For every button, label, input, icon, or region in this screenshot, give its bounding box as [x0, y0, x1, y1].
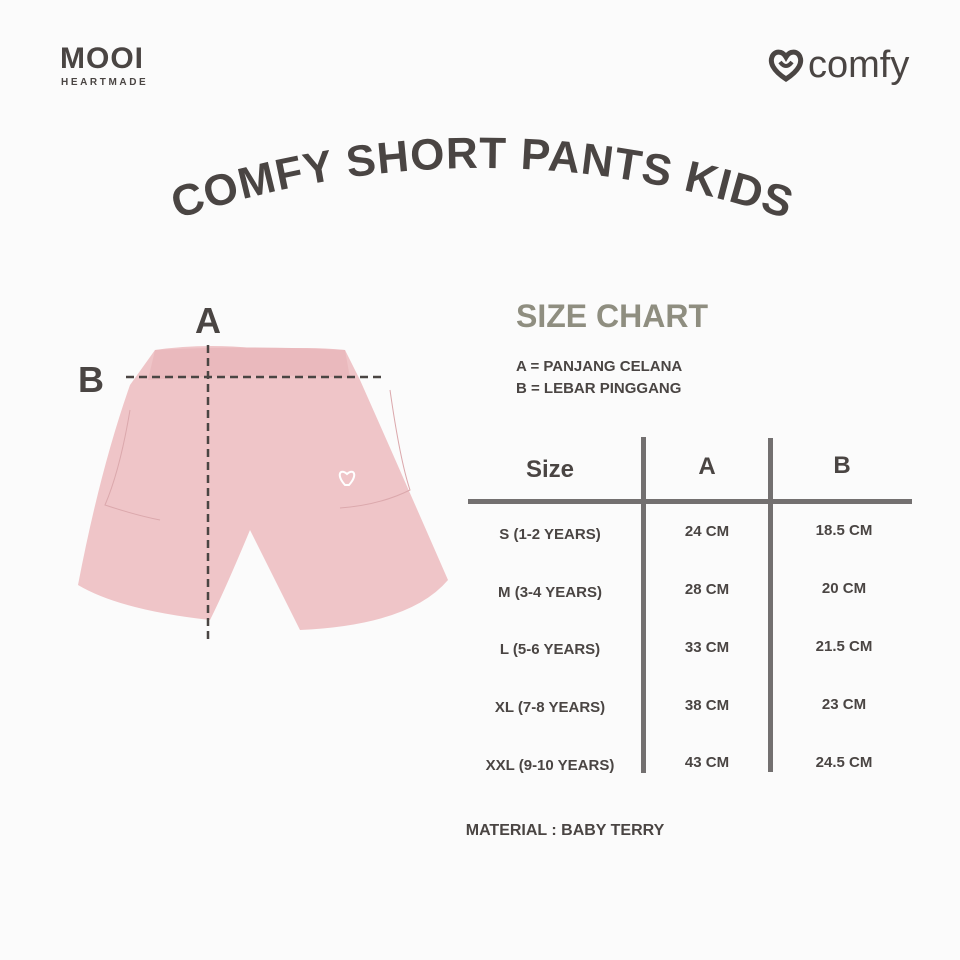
comfy-logo-text: comfy — [808, 44, 910, 86]
label-a: A — [195, 300, 221, 341]
cell-a: 43 CM — [684, 754, 730, 771]
cell-b: 21.5 CM — [815, 638, 873, 655]
cell-b: 20 CM — [821, 580, 867, 597]
cell-b: 18.5 CM — [815, 522, 873, 539]
heart-icon — [768, 49, 804, 82]
cell-size: XXL (9-10 YEARS) — [485, 757, 615, 774]
cell-b: 24.5 CM — [815, 754, 873, 771]
label-b: B — [78, 359, 104, 400]
brand-logo-mooi: MOOI — [60, 42, 144, 75]
header-divider — [468, 499, 912, 504]
page-title: COMFY SHORT PANTS KIDS — [165, 129, 799, 229]
cell-a: 33 CM — [684, 639, 730, 656]
material-note: MATERIAL : BABY TERRY — [465, 822, 665, 839]
shorts-diagram: A B — [78, 300, 448, 642]
size-chart-heading: SIZE CHART — [516, 298, 708, 334]
shorts-illustration — [78, 346, 448, 630]
legend-b: B = LEBAR PINGGANG — [516, 380, 682, 397]
cell-size: M (3-4 YEARS) — [498, 584, 602, 601]
column-divider-1 — [641, 437, 646, 773]
comfy-logo: comfy — [768, 46, 909, 84]
cell-size: S (1-2 YEARS) — [499, 526, 601, 543]
cell-a: 28 CM — [684, 581, 730, 598]
svg-text:COMFY SHORT PANTS KIDS: COMFY SHORT PANTS KIDS — [165, 129, 799, 229]
cell-size: L (5-6 YEARS) — [499, 641, 601, 658]
column-divider-2 — [768, 438, 773, 772]
column-header-a: A — [698, 453, 716, 480]
cell-a: 38 CM — [684, 697, 730, 714]
column-header-b: B — [833, 452, 851, 479]
cell-b: 23 CM — [821, 696, 867, 713]
brand-tagline: HEARTMADE — [61, 77, 149, 88]
legend-a: A = PANJANG CELANA — [516, 358, 683, 375]
column-header-size: Size — [525, 456, 575, 483]
page-title-text: COMFY SHORT PANTS KIDS — [165, 129, 798, 229]
cell-size: XL (7-8 YEARS) — [494, 699, 606, 716]
cell-a: 24 CM — [684, 523, 730, 540]
